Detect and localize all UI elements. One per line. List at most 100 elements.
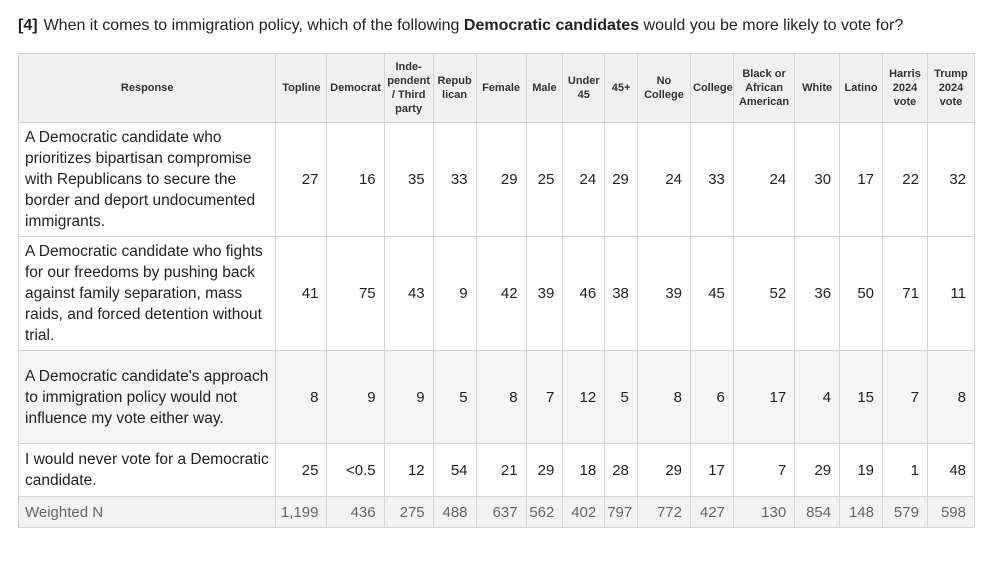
value-cell: 39 [636, 236, 692, 351]
value-cell: 41 [275, 236, 328, 351]
weighted-n-cell: 772 [636, 496, 692, 528]
weighted-n-cell: 427 [690, 496, 734, 528]
weighted-n-cell: 130 [732, 496, 796, 528]
value-cell: 45 [690, 236, 734, 351]
col-header-democrat: Democrat [326, 53, 385, 123]
value-cell: 27 [275, 122, 328, 237]
value-cell: 17 [732, 350, 796, 444]
col-header-female: Female [475, 53, 527, 123]
weighted-n-cell: 797 [604, 496, 638, 528]
value-cell: 8 [475, 350, 527, 444]
crosstab-table: Response Topline Democrat Inde- pendent … [17, 53, 976, 528]
value-cell: 50 [839, 236, 883, 351]
value-cell: 29 [475, 122, 527, 237]
value-cell: 42 [475, 236, 527, 351]
value-cell: 24 [562, 122, 606, 237]
value-cell: 24 [636, 122, 692, 237]
value-cell: 15 [839, 350, 883, 444]
value-cell: 6 [690, 350, 734, 444]
value-cell: 33 [690, 122, 734, 237]
weighted-n-cell: 598 [926, 496, 976, 528]
weighted-n-cell: 148 [839, 496, 883, 528]
weighted-n-cell: 1,199 [275, 496, 328, 528]
value-cell: 38 [604, 236, 638, 351]
value-cell: 7 [732, 443, 796, 497]
value-cell: 46 [562, 236, 606, 351]
value-cell: 12 [383, 443, 434, 497]
col-header-trump: Trump 2024 vote [926, 53, 976, 123]
value-cell: 17 [690, 443, 734, 497]
value-cell: 21 [475, 443, 527, 497]
weighted-n-cell: 562 [525, 496, 564, 528]
weighted-n-row: Weighted N 1,199 436 275 488 637 562 402… [17, 496, 976, 528]
value-cell: 8 [926, 350, 976, 444]
value-cell: 7 [882, 350, 928, 444]
value-cell: 9 [432, 236, 477, 351]
question-text-bold: Democratic candidates [463, 17, 640, 34]
value-cell: 35 [383, 122, 434, 237]
table-row: A Democratic candidate who fights for ou… [17, 236, 976, 351]
value-cell: 32 [926, 122, 976, 237]
col-header-under45: Under 45 [562, 53, 606, 123]
value-cell: 1 [882, 443, 928, 497]
question-text-before: When it comes to immigration policy, whi… [43, 17, 464, 34]
value-cell: 71 [882, 236, 928, 351]
weighted-n-label: Weighted N [17, 496, 277, 528]
value-cell: 29 [636, 443, 692, 497]
col-header-latino: Latino [839, 53, 883, 123]
col-header-republican: Repub lican [432, 53, 477, 123]
value-cell: 25 [525, 122, 564, 237]
value-cell: 29 [604, 122, 638, 237]
header-row: Response Topline Democrat Inde- pendent … [17, 53, 976, 123]
value-cell: 5 [604, 350, 638, 444]
response-cell: A Democratic candidate who prioritizes b… [17, 122, 277, 237]
col-header-college: College [690, 53, 734, 123]
value-cell: 11 [926, 236, 976, 351]
value-cell: 7 [525, 350, 564, 444]
value-cell: 75 [326, 236, 385, 351]
value-cell: 52 [732, 236, 796, 351]
weighted-n-cell: 402 [562, 496, 606, 528]
value-cell: 19 [839, 443, 883, 497]
value-cell: 24 [732, 122, 796, 237]
col-header-response: Response [17, 53, 277, 123]
response-cell: A Democratic candidate's approach to imm… [17, 350, 277, 444]
value-cell: 29 [794, 443, 841, 497]
value-cell: 30 [794, 122, 841, 237]
value-cell: 9 [326, 350, 385, 444]
col-header-male: Male [525, 53, 564, 123]
weighted-n-cell: 579 [882, 496, 928, 528]
value-cell: 16 [326, 122, 385, 237]
col-header-independent: Inde- pendent / Third party [383, 53, 434, 123]
table-row: A Democratic candidate's approach to imm… [17, 350, 976, 444]
value-cell: 18 [562, 443, 606, 497]
value-cell: <0.5 [326, 443, 385, 497]
value-cell: 9 [383, 350, 434, 444]
question-number: [4] [18, 17, 38, 34]
weighted-n-cell: 637 [475, 496, 527, 528]
value-cell: 8 [275, 350, 328, 444]
value-cell: 36 [794, 236, 841, 351]
col-header-no-college: No College [636, 53, 692, 123]
table-row: I would never vote for a Democratic cand… [17, 443, 976, 497]
value-cell: 5 [432, 350, 477, 444]
value-cell: 28 [604, 443, 638, 497]
col-header-white: White [794, 53, 841, 123]
col-header-topline: Topline [275, 53, 328, 123]
value-cell: 33 [432, 122, 477, 237]
value-cell: 8 [636, 350, 692, 444]
value-cell: 4 [794, 350, 841, 444]
value-cell: 12 [562, 350, 606, 444]
weighted-n-cell: 275 [383, 496, 434, 528]
question-heading: [4] When it comes to immigration policy, … [18, 17, 903, 35]
weighted-n-cell: 436 [326, 496, 385, 528]
weighted-n-cell: 854 [794, 496, 841, 528]
value-cell: 17 [839, 122, 883, 237]
col-header-harris: Harris 2024 vote [882, 53, 928, 123]
value-cell: 54 [432, 443, 477, 497]
value-cell: 22 [882, 122, 928, 237]
table-row: A Democratic candidate who prioritizes b… [17, 122, 976, 237]
value-cell: 39 [525, 236, 564, 351]
value-cell: 48 [926, 443, 976, 497]
response-cell: I would never vote for a Democratic cand… [17, 443, 277, 497]
